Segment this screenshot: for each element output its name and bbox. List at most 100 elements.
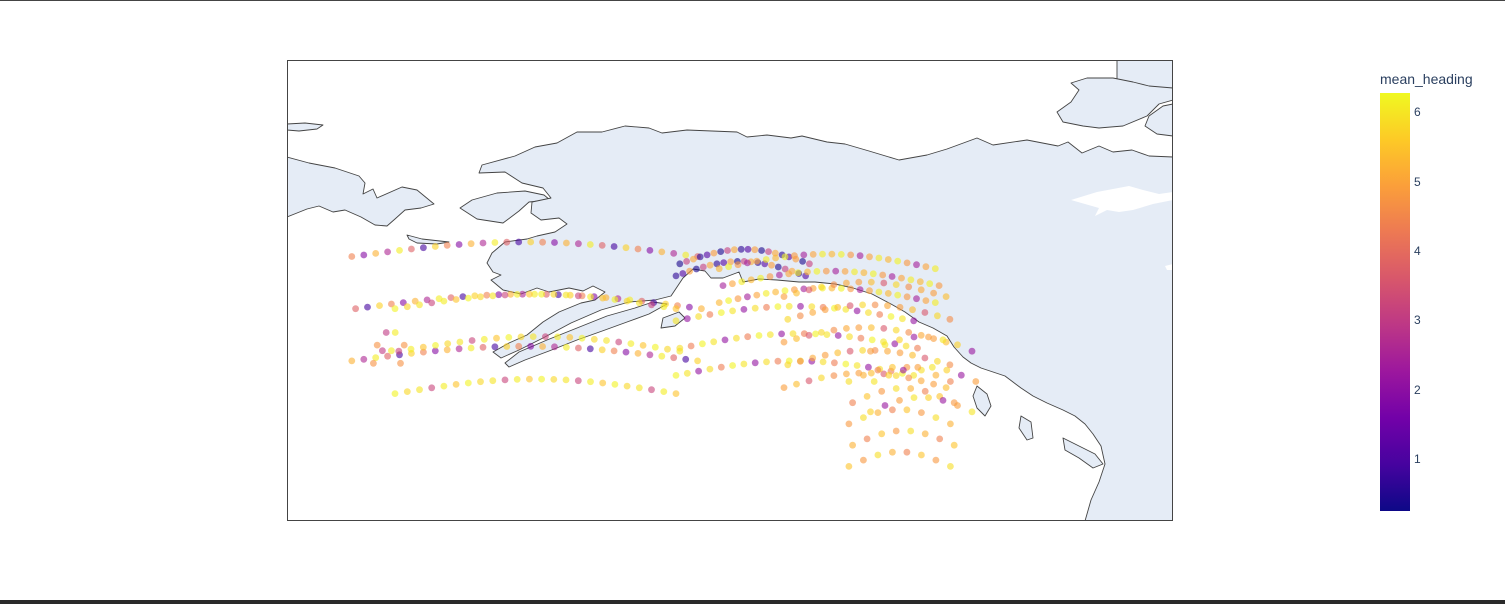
data-point	[562, 291, 570, 299]
data-point	[416, 301, 423, 309]
data-point	[968, 347, 976, 355]
data-point	[348, 357, 356, 365]
data-point	[914, 344, 921, 352]
data-point	[391, 329, 399, 336]
bottom-rule	[0, 600, 1505, 604]
data-point	[860, 371, 867, 379]
map-panel[interactable]	[287, 60, 1173, 521]
data-point	[805, 331, 813, 339]
data-point	[455, 345, 463, 353]
chukotka-landmass	[287, 156, 435, 227]
data-point	[687, 342, 695, 350]
data-point	[744, 259, 751, 267]
data-point	[918, 409, 925, 416]
data-point	[806, 260, 813, 268]
data-point	[574, 292, 582, 300]
data-point	[781, 265, 789, 273]
data-point	[456, 338, 464, 346]
data-point	[408, 245, 415, 253]
data-point	[531, 290, 538, 298]
data-point	[774, 263, 782, 271]
data-point	[875, 288, 883, 296]
data-point	[869, 270, 877, 278]
data-point	[699, 263, 707, 271]
data-point	[635, 384, 643, 392]
data-point	[527, 342, 535, 350]
data-point	[837, 251, 845, 258]
data-point	[907, 276, 915, 284]
data-point	[921, 354, 929, 362]
data-point	[804, 268, 811, 276]
data-point	[360, 355, 368, 363]
data-point	[863, 435, 871, 443]
data-point	[939, 336, 947, 344]
data-point	[932, 414, 940, 421]
data-point	[639, 342, 647, 349]
data-point	[781, 253, 789, 261]
data-point	[763, 358, 770, 366]
data-point	[431, 347, 439, 355]
data-point	[431, 243, 439, 250]
data-point	[868, 336, 876, 344]
data-point	[515, 342, 523, 350]
haida-gwaii	[1018, 415, 1034, 441]
data-point	[551, 239, 558, 246]
colorbar-tick-label: 3	[1414, 313, 1421, 328]
data-point	[936, 435, 944, 443]
data-point	[934, 312, 941, 320]
data-point	[660, 388, 668, 395]
data-point	[717, 309, 725, 316]
data-point	[388, 347, 395, 355]
data-point	[751, 304, 759, 312]
data-point	[505, 334, 513, 341]
map-svg[interactable]	[287, 60, 1173, 521]
data-point	[519, 290, 526, 298]
data-point	[892, 372, 900, 379]
data-point	[729, 307, 736, 315]
data-point	[690, 255, 697, 263]
data-point	[682, 251, 690, 259]
data-point	[420, 244, 427, 252]
data-point	[468, 337, 476, 344]
data-point	[860, 456, 867, 464]
data-point	[841, 268, 849, 275]
data-point	[586, 241, 594, 248]
data-point	[796, 312, 804, 320]
data-point	[926, 280, 934, 288]
data-point	[493, 334, 500, 342]
data-point	[384, 352, 391, 360]
data-point	[695, 367, 702, 375]
data-point	[489, 292, 497, 300]
data-point	[954, 341, 961, 349]
data-point	[830, 281, 838, 288]
data-point	[842, 360, 850, 368]
data-point	[931, 265, 939, 273]
data-point	[913, 295, 920, 303]
data-point	[784, 361, 792, 369]
data-point	[372, 354, 380, 362]
data-point	[899, 366, 907, 374]
data-point	[894, 257, 902, 265]
data-point	[489, 377, 497, 385]
data-point	[384, 248, 391, 256]
data-point	[909, 351, 916, 359]
data-point	[758, 247, 765, 254]
data-point	[910, 333, 918, 341]
data-point	[623, 297, 631, 305]
data-point	[683, 315, 691, 323]
colorbar	[1380, 93, 1410, 511]
data-point	[917, 331, 925, 339]
colorbar-tick-label: 1	[1414, 452, 1421, 466]
data-point	[874, 366, 882, 374]
alaska-peninsula	[504, 301, 668, 368]
data-point	[648, 386, 655, 394]
data-point	[889, 448, 896, 456]
data-point	[853, 362, 861, 369]
data-point	[352, 305, 359, 313]
data-point	[903, 448, 911, 456]
data-point	[751, 359, 759, 367]
banks-island	[1056, 77, 1173, 129]
data-point	[834, 349, 842, 357]
data-point	[823, 331, 831, 338]
data-point	[464, 379, 472, 387]
